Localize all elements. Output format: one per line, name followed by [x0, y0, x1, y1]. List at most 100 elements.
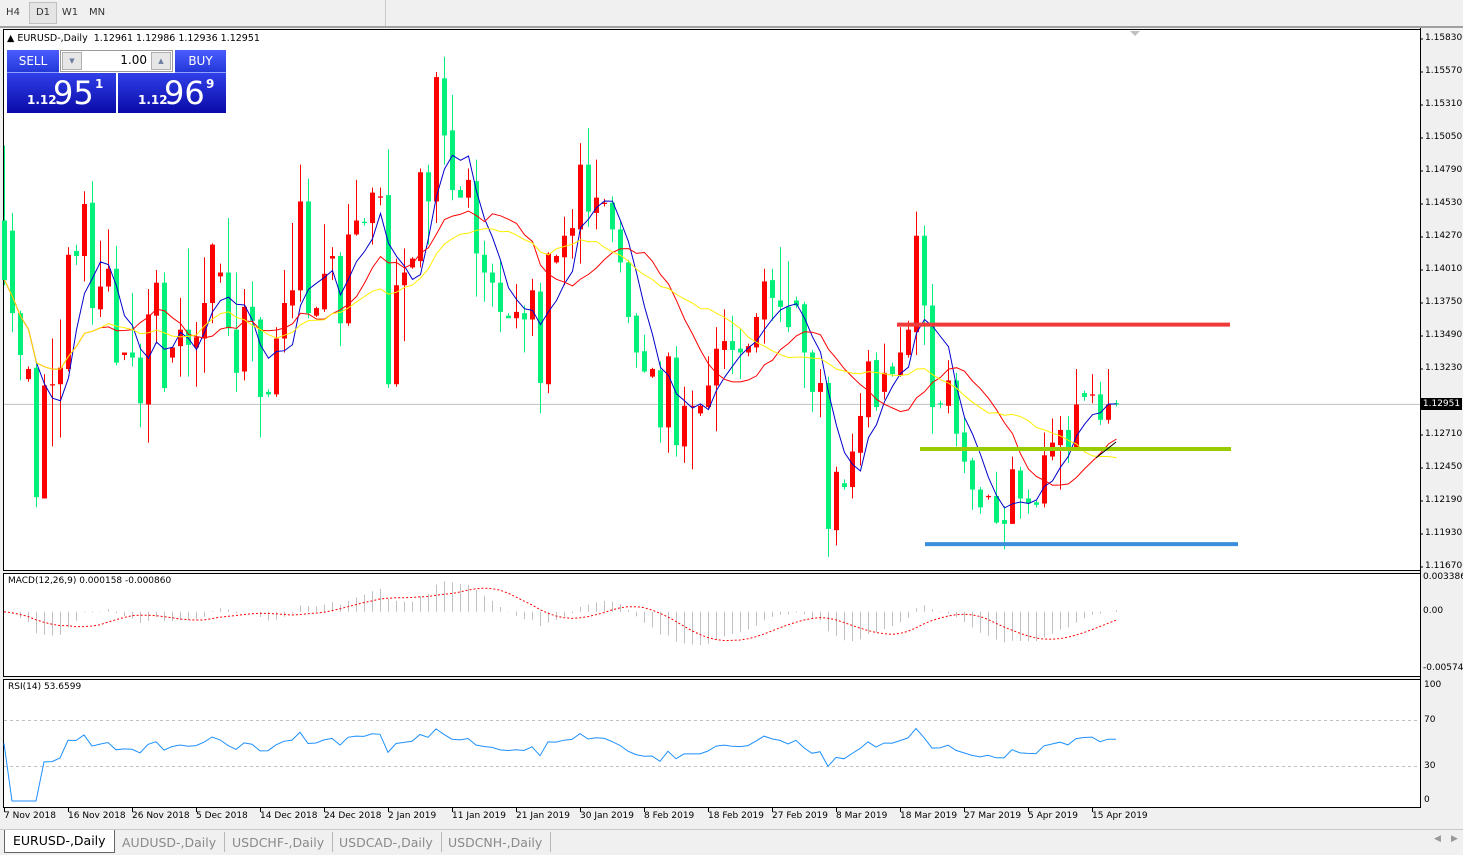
candle-body — [658, 370, 663, 428]
candle-body — [922, 235, 927, 306]
candle-body — [1002, 520, 1007, 524]
price-tick-label: 1.13750 — [1425, 297, 1463, 307]
candle-body — [402, 272, 407, 286]
candle-body — [850, 451, 855, 488]
date-tick-label: 18 Mar 2019 — [900, 811, 958, 821]
candle-body — [266, 391, 271, 395]
candle-body — [1010, 469, 1015, 524]
tab-usdcnh[interactable]: USDCNH-,Daily — [440, 832, 552, 852]
buy-price-pips: 96 — [164, 74, 205, 112]
sell-button[interactable]: SELL — [7, 50, 59, 73]
candle-body — [66, 254, 71, 369]
candle-body — [802, 304, 807, 353]
tab-audusd[interactable]: AUDUSD-,Daily — [114, 832, 226, 852]
candle-body — [970, 460, 975, 490]
candle-body — [442, 78, 447, 136]
candle-body — [634, 315, 639, 353]
price-tick-label: 1.14530 — [1425, 198, 1463, 208]
shift-marker-icon — [1130, 31, 1140, 36]
candle-body — [482, 254, 487, 273]
candle-body — [162, 282, 167, 389]
candle-body — [490, 272, 495, 283]
rsi-tick-label: 70 — [1424, 714, 1436, 725]
date-tick-label: 27 Feb 2019 — [772, 811, 829, 821]
candle-body — [90, 202, 95, 309]
candle-body — [890, 366, 895, 375]
candle-body — [42, 385, 47, 499]
candle-body — [466, 179, 471, 198]
collapse-triangle-icon[interactable]: ▲ — [7, 33, 15, 44]
date-tick-label: 21 Jan 2019 — [516, 811, 570, 821]
current-price-label: 1.12951 — [1421, 398, 1462, 410]
buy-button[interactable]: BUY — [175, 50, 226, 73]
macd-signal-line — [3, 587, 1117, 642]
rsi-tick-label: 100 — [1424, 680, 1442, 690]
lot-size-value[interactable]: 1.00 — [120, 53, 147, 67]
candle-body — [18, 313, 23, 356]
candle-body — [730, 341, 735, 350]
candle-body — [906, 329, 911, 356]
candle-body — [794, 300, 799, 306]
date-tick-label: 15 Apr 2019 — [1092, 811, 1148, 821]
candle-body — [834, 471, 839, 531]
candle-body — [530, 290, 535, 320]
price-tick-label: 1.15310 — [1425, 99, 1463, 109]
timeframe-mn[interactable]: MN — [88, 7, 106, 18]
candle-body — [914, 235, 919, 333]
trend-line — [1095, 441, 1117, 459]
candle-body — [506, 315, 511, 319]
candle-body — [338, 256, 343, 324]
lot-size-field[interactable]: ▼ 1.00 ▲ — [60, 50, 173, 72]
candle-body — [194, 337, 199, 348]
candle-body — [138, 357, 143, 404]
candle-body — [250, 306, 255, 321]
candle-body — [370, 192, 375, 224]
candle-body — [722, 341, 727, 350]
toolbar-divider — [0, 26, 1463, 28]
buy-price-fraction: 9 — [206, 77, 215, 91]
price-tick-label: 1.11930 — [1425, 528, 1463, 538]
sell-price[interactable]: 1.12 95 1 — [7, 73, 116, 113]
main-chart-panel — [3, 29, 1421, 571]
candle-body — [226, 272, 231, 329]
date-tick-label: 2 Jan 2019 — [388, 811, 437, 821]
candle-body — [1066, 429, 1071, 448]
buy-price[interactable]: 1.12 96 9 — [118, 73, 226, 113]
sell-price-pips: 95 — [53, 74, 94, 112]
scroll-right-icon[interactable]: ▶ — [1451, 834, 1458, 844]
tab-eurusd[interactable]: EURUSD-,Daily — [4, 830, 115, 853]
candle-body — [546, 253, 551, 385]
tab-usdchf[interactable]: USDCHF-,Daily — [224, 832, 334, 852]
macd-tick-label: 0.00 — [1423, 605, 1444, 616]
macd-tick-label: -0.00574 — [1423, 663, 1463, 673]
rsi-panel — [3, 679, 1421, 808]
date-tick-label: 16 Nov 2018 — [68, 811, 126, 821]
timeframe-d1[interactable]: D1 — [29, 2, 57, 24]
candle-body — [690, 405, 695, 408]
buy-price-prefix: 1.12 — [138, 93, 168, 107]
scroll-left-icon[interactable]: ◀ — [1434, 834, 1441, 844]
candle-body — [354, 220, 359, 235]
candle-body — [938, 403, 943, 405]
candle-body — [106, 268, 111, 287]
date-tick-label: 7 Nov 2018 — [4, 811, 56, 821]
candle-body — [210, 244, 215, 303]
timeframe-w1[interactable]: W1 — [61, 7, 79, 18]
candle-body — [434, 77, 439, 202]
candle-body — [706, 385, 711, 408]
lot-decrease-icon[interactable]: ▼ — [62, 52, 82, 70]
timeframe-h4[interactable]: H4 — [6, 7, 20, 18]
candle-body — [698, 405, 703, 414]
lot-increase-icon[interactable]: ▲ — [151, 52, 171, 70]
candle-body — [666, 356, 671, 428]
date-tick-label: 30 Jan 2019 — [580, 811, 634, 821]
price-tick-label: 1.15050 — [1425, 132, 1463, 142]
candle-body — [538, 291, 543, 383]
tab-usdcad[interactable]: USDCAD-,Daily — [331, 832, 442, 852]
price-tick-label: 1.12710 — [1425, 429, 1463, 439]
candle-body — [74, 250, 79, 257]
candle-body — [1082, 393, 1087, 397]
candle-body — [602, 202, 607, 204]
candle-body — [858, 415, 863, 453]
